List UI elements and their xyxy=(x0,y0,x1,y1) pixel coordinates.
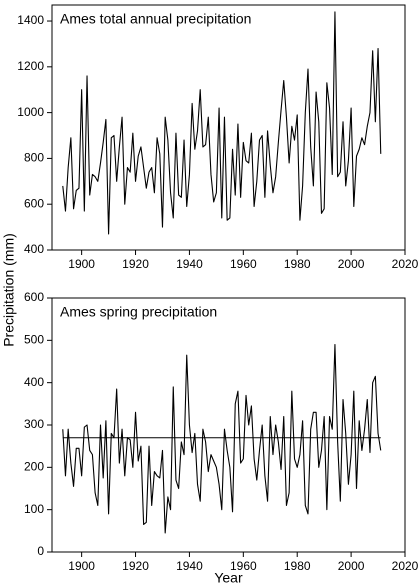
y-tick-label: 400 xyxy=(24,242,44,256)
y-tick-label: 500 xyxy=(24,333,44,347)
chart-title: Ames total annual precipitation xyxy=(60,11,251,27)
y-tick-label: 1000 xyxy=(17,105,44,119)
y-tick-label: 600 xyxy=(24,196,44,210)
y-tick-label: 400 xyxy=(24,375,44,389)
y-tick-label: 0 xyxy=(37,544,44,558)
x-tick-label: 1940 xyxy=(176,257,203,271)
x-tick-label: 1900 xyxy=(68,257,95,271)
x-tick-label: 2000 xyxy=(338,559,365,573)
y-tick-label: 600 xyxy=(24,290,44,304)
data-line xyxy=(62,344,382,534)
x-tick-label: 1900 xyxy=(68,559,95,573)
x-tick-label: 2020 xyxy=(392,559,419,573)
y-axis-label: Precipitation (mm) xyxy=(1,233,17,347)
x-tick-label: 1980 xyxy=(284,257,311,271)
x-tick-label: 1960 xyxy=(230,559,257,573)
y-tick-label: 200 xyxy=(24,460,44,474)
chart-title: Ames spring precipitation xyxy=(60,304,217,320)
y-tick-label: 300 xyxy=(24,417,44,431)
x-tick-label: 2020 xyxy=(392,257,419,271)
y-tick-label: 100 xyxy=(24,502,44,516)
y-tick-label: 800 xyxy=(24,151,44,165)
x-tick-label: 1920 xyxy=(122,257,149,271)
x-tick-label: 2000 xyxy=(338,257,365,271)
x-axis-label: Year xyxy=(214,570,243,585)
x-tick-label: 1940 xyxy=(176,559,203,573)
y-tick-label: 1400 xyxy=(17,13,44,27)
x-tick-label: 1960 xyxy=(230,257,257,271)
y-tick-label: 1200 xyxy=(17,59,44,73)
x-tick-label: 1920 xyxy=(122,559,149,573)
plot-frame xyxy=(51,4,406,251)
data-line xyxy=(62,11,382,235)
x-tick-label: 1980 xyxy=(284,559,311,573)
